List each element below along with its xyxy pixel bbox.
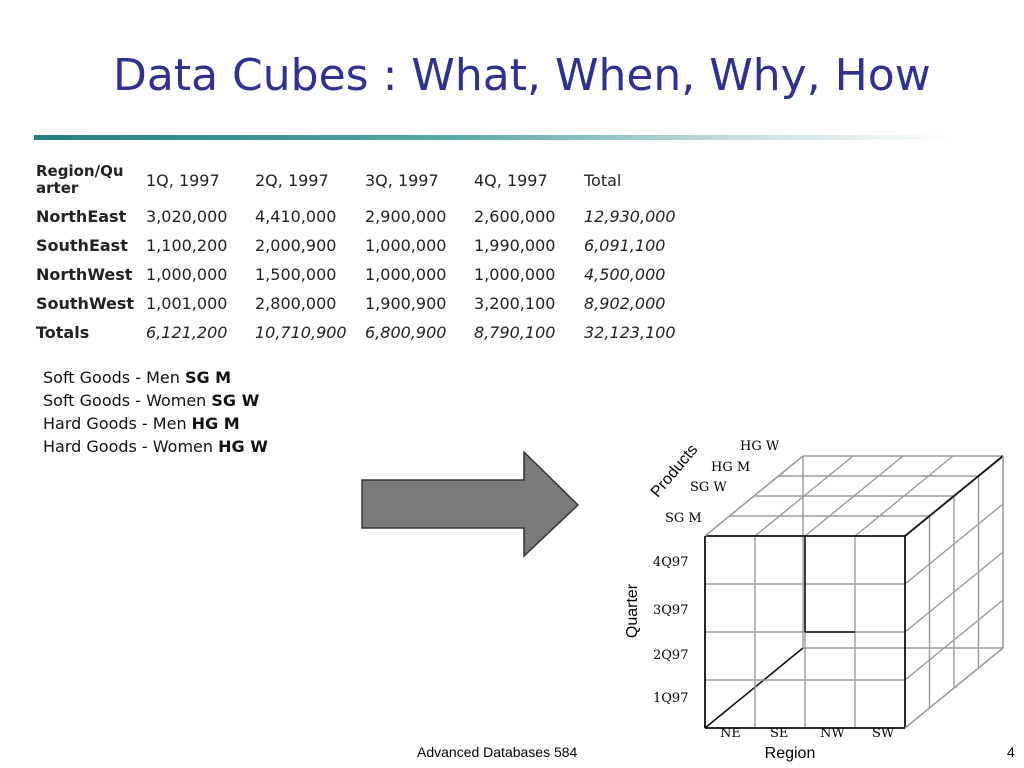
slide-title: Data Cubes : What, When, Why, How <box>113 50 931 101</box>
table-header-cell: 2Q, 1997 <box>255 170 329 190</box>
table-header-cell: 1Q, 1997 <box>146 170 220 190</box>
data-cube-diagram: NE SE NW SW Region 1Q97 2Q97 3Q97 4Q97 Quarter SG … <box>620 436 1010 766</box>
table-total-cell: 4,500,000 <box>584 265 666 284</box>
table-row: NorthEast 3,020,000 4,410,000 2,900,000 … <box>36 202 694 231</box>
table-cell: 4,410,000 <box>255 207 337 226</box>
legend-item: Hard Goods - Women HG W <box>43 437 268 456</box>
quarter-axis-label: Quarter <box>624 583 641 638</box>
region-label: SE <box>770 726 788 741</box>
table-cell: 1,990,000 <box>474 236 556 255</box>
table-total-cell: 6,121,200 <box>146 323 228 342</box>
quarter-label: 2Q97 <box>653 648 688 663</box>
sales-table: Region/Qu arter 1Q, 1997 2Q, 1997 3Q, 199… <box>36 158 694 347</box>
table-row: SouthEast 1,100,200 2,000,900 1,000,000 … <box>36 231 694 260</box>
table-cell: 1,100,200 <box>146 236 228 255</box>
table-cell: 2,800,000 <box>255 294 337 313</box>
table-row: SouthWest 1,001,000 2,800,000 1,900,900 … <box>36 289 694 318</box>
table-row-label: SouthEast <box>36 236 128 255</box>
table-cell: 1,000,000 <box>474 265 556 284</box>
region-label: SW <box>872 726 895 741</box>
table-cell: 2,600,000 <box>474 207 556 226</box>
table-row: NorthWest 1,000,000 1,500,000 1,000,000 … <box>36 260 694 289</box>
quarter-label: 3Q97 <box>653 603 688 618</box>
quarter-label: 4Q97 <box>653 555 688 570</box>
table-grand-total-cell: 32,123,100 <box>584 323 676 342</box>
table-corner-label: Region/Qu arter <box>36 162 124 197</box>
table-cell: 1,000,000 <box>365 265 447 284</box>
cube-outer-edge <box>904 455 1004 537</box>
table-cell: 1,000,000 <box>365 236 447 255</box>
table-cell: 1,500,000 <box>255 265 337 284</box>
table-total-cell: 8,790,100 <box>474 323 556 342</box>
table-row-label: NorthEast <box>36 207 127 226</box>
legend-item: Hard Goods - Men HG M <box>43 414 240 433</box>
product-label: SG W <box>690 480 727 495</box>
page-number: 4 <box>1007 744 1015 760</box>
table-cell: 1,001,000 <box>146 294 228 313</box>
table-total-cell: 12,930,000 <box>584 207 676 226</box>
table-row-label: Totals <box>36 323 90 342</box>
table-header-cell: Total <box>584 170 622 190</box>
table-cell: 3,200,100 <box>474 294 556 313</box>
table-cell: 1,000,000 <box>146 265 228 284</box>
table-total-cell: 8,902,000 <box>584 294 666 313</box>
product-label: HG W <box>740 439 780 454</box>
region-axis-label: Region <box>765 745 816 762</box>
table-cell: 2,000,900 <box>255 236 337 255</box>
title-divider <box>34 135 956 140</box>
legend-item: Soft Goods - Women SG W <box>43 391 260 410</box>
cube-outer-edge <box>704 455 804 537</box>
cube-grid <box>704 455 1004 729</box>
cube-outer-edge <box>904 647 1004 729</box>
cube-hidden-edge <box>704 647 804 729</box>
right-arrow-icon <box>361 450 580 558</box>
table-header-row: Region/Qu arter 1Q, 1997 2Q, 1997 3Q, 199… <box>36 158 694 202</box>
cube-background <box>620 436 1010 766</box>
footer-text: Advanced Databases 584 <box>417 744 578 760</box>
table-header-cell: 3Q, 1997 <box>365 170 439 190</box>
table-cell: 2,900,000 <box>365 207 447 226</box>
table-total-cell: 6,091,100 <box>584 236 666 255</box>
table-row-label: NorthWest <box>36 265 133 284</box>
product-label: SG M <box>665 511 702 526</box>
region-label: NW <box>820 726 845 741</box>
region-label: NE <box>720 726 741 741</box>
table-cell: 3,020,000 <box>146 207 228 226</box>
table-totals-row: Totals 6,121,200 10,710,900 6,800,900 8,… <box>36 318 694 347</box>
table-row-label: SouthWest <box>36 294 135 313</box>
legend-item: Soft Goods - Men SG M <box>43 368 232 387</box>
quarter-label: 1Q97 <box>653 691 688 706</box>
product-label: HG M <box>711 460 750 475</box>
table-header-cell: 4Q, 1997 <box>474 170 548 190</box>
table-total-cell: 6,800,900 <box>365 323 447 342</box>
product-legend: Soft Goods - Men SG M Soft Goods - Women… <box>43 366 268 458</box>
table-total-cell: 10,710,900 <box>255 323 347 342</box>
table-cell: 1,900,900 <box>365 294 447 313</box>
